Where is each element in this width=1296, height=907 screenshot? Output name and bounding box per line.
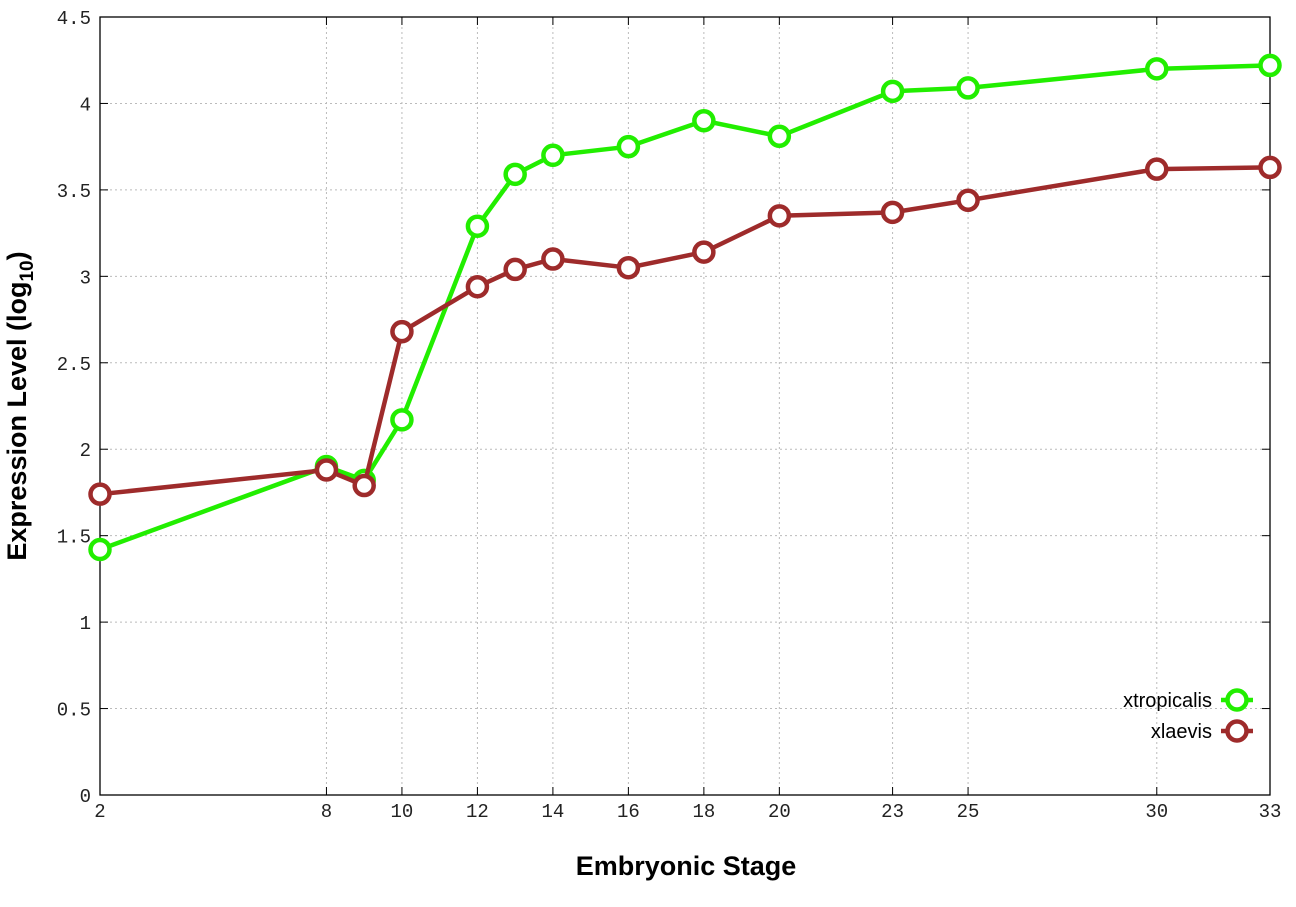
series-line-xlaevis [97,165,1273,497]
legend-marker-swatch [1225,719,1249,743]
series-line-xtropicalis [97,63,1273,552]
x-tick-label: 2 [94,801,105,823]
data-point-xtropicalis [465,214,490,238]
series-xtropicalis [88,53,1282,562]
x-tick-label: 20 [768,801,791,823]
data-point-xlaevis [541,247,565,271]
data-point-xtropicalis [503,162,527,187]
series-layer [88,53,1282,562]
data-point-xlaevis [390,319,414,344]
x-tick-label: 8 [321,801,332,823]
x-tick-label: 33 [1259,801,1282,823]
data-point-xtropicalis [880,79,905,104]
y-tick-label: 3 [80,267,91,289]
y-tick-label: 0.5 [57,700,91,722]
y-axis-title-end: ) [2,251,32,260]
series-xlaevis [88,155,1282,506]
y-tick-label: 4.5 [57,8,91,30]
data-point-xtropicalis [88,537,112,562]
x-tick-label: 18 [692,801,715,823]
grid-lines [100,17,1270,795]
y-tick-label: 1 [80,613,91,635]
y-tick-label: 1.5 [57,527,91,549]
y-tick-label: 0 [80,786,91,808]
x-tick-label: 30 [1145,801,1168,823]
data-point-xtropicalis [1258,53,1282,78]
y-tick-label: 2.5 [57,354,91,376]
y-axis-title-subscript: 10 [17,260,38,281]
legend-entry-xlaevis: xlaevis [1151,719,1253,743]
data-point-xtropicalis [541,143,565,168]
x-tick-label: 16 [617,801,640,823]
x-tick-label: 12 [466,801,489,823]
data-point-xtropicalis [1145,57,1169,81]
y-tick-label: 2 [80,440,91,462]
x-tick-label: 10 [391,801,414,823]
data-point-xlaevis [767,204,792,228]
x-tick-label: 23 [881,801,904,823]
axis-ticks: 0 0.5 1 1.5 2 2.5 3 3.5 4 4.5 2 8 10 12 14 16 18 20 23 25 30… [57,8,1282,823]
x-axis-title: Embryonic Stage [576,851,797,881]
x-tick-label: 25 [957,801,980,823]
legend-marker-swatch [1225,688,1249,712]
y-axis-title-main: Expression Level (log [2,282,32,561]
x-tick-label: 14 [541,801,564,823]
data-point-xtropicalis [956,76,980,100]
data-point-xlaevis [88,482,112,506]
legend-entry-xtropicalis: xtropicalis [1123,688,1253,712]
data-point-xlaevis [465,274,490,299]
legend-label: xlaevis [1151,721,1212,743]
data-point-xtropicalis [616,134,641,159]
data-point-xlaevis [956,188,980,213]
data-point-xtropicalis [692,108,716,133]
data-point-xtropicalis [767,124,792,149]
data-point-xlaevis [692,240,716,264]
data-point-xlaevis [503,257,527,282]
data-point-xlaevis [314,458,339,482]
legend: xtropicalis xlaevis [1123,688,1253,743]
y-tick-label: 4 [80,94,91,116]
legend-label: xtropicalis [1123,690,1212,712]
data-point-xlaevis [616,255,641,280]
plot-frame [99,16,1271,796]
data-point-xlaevis [352,473,376,498]
data-point-xlaevis [880,200,905,225]
data-point-xlaevis [1258,155,1282,180]
data-point-xlaevis [1145,157,1169,181]
y-axis-title: Expression Level (log10) [2,251,38,560]
y-tick-label: 3.5 [57,181,91,203]
data-point-xtropicalis [390,408,414,432]
